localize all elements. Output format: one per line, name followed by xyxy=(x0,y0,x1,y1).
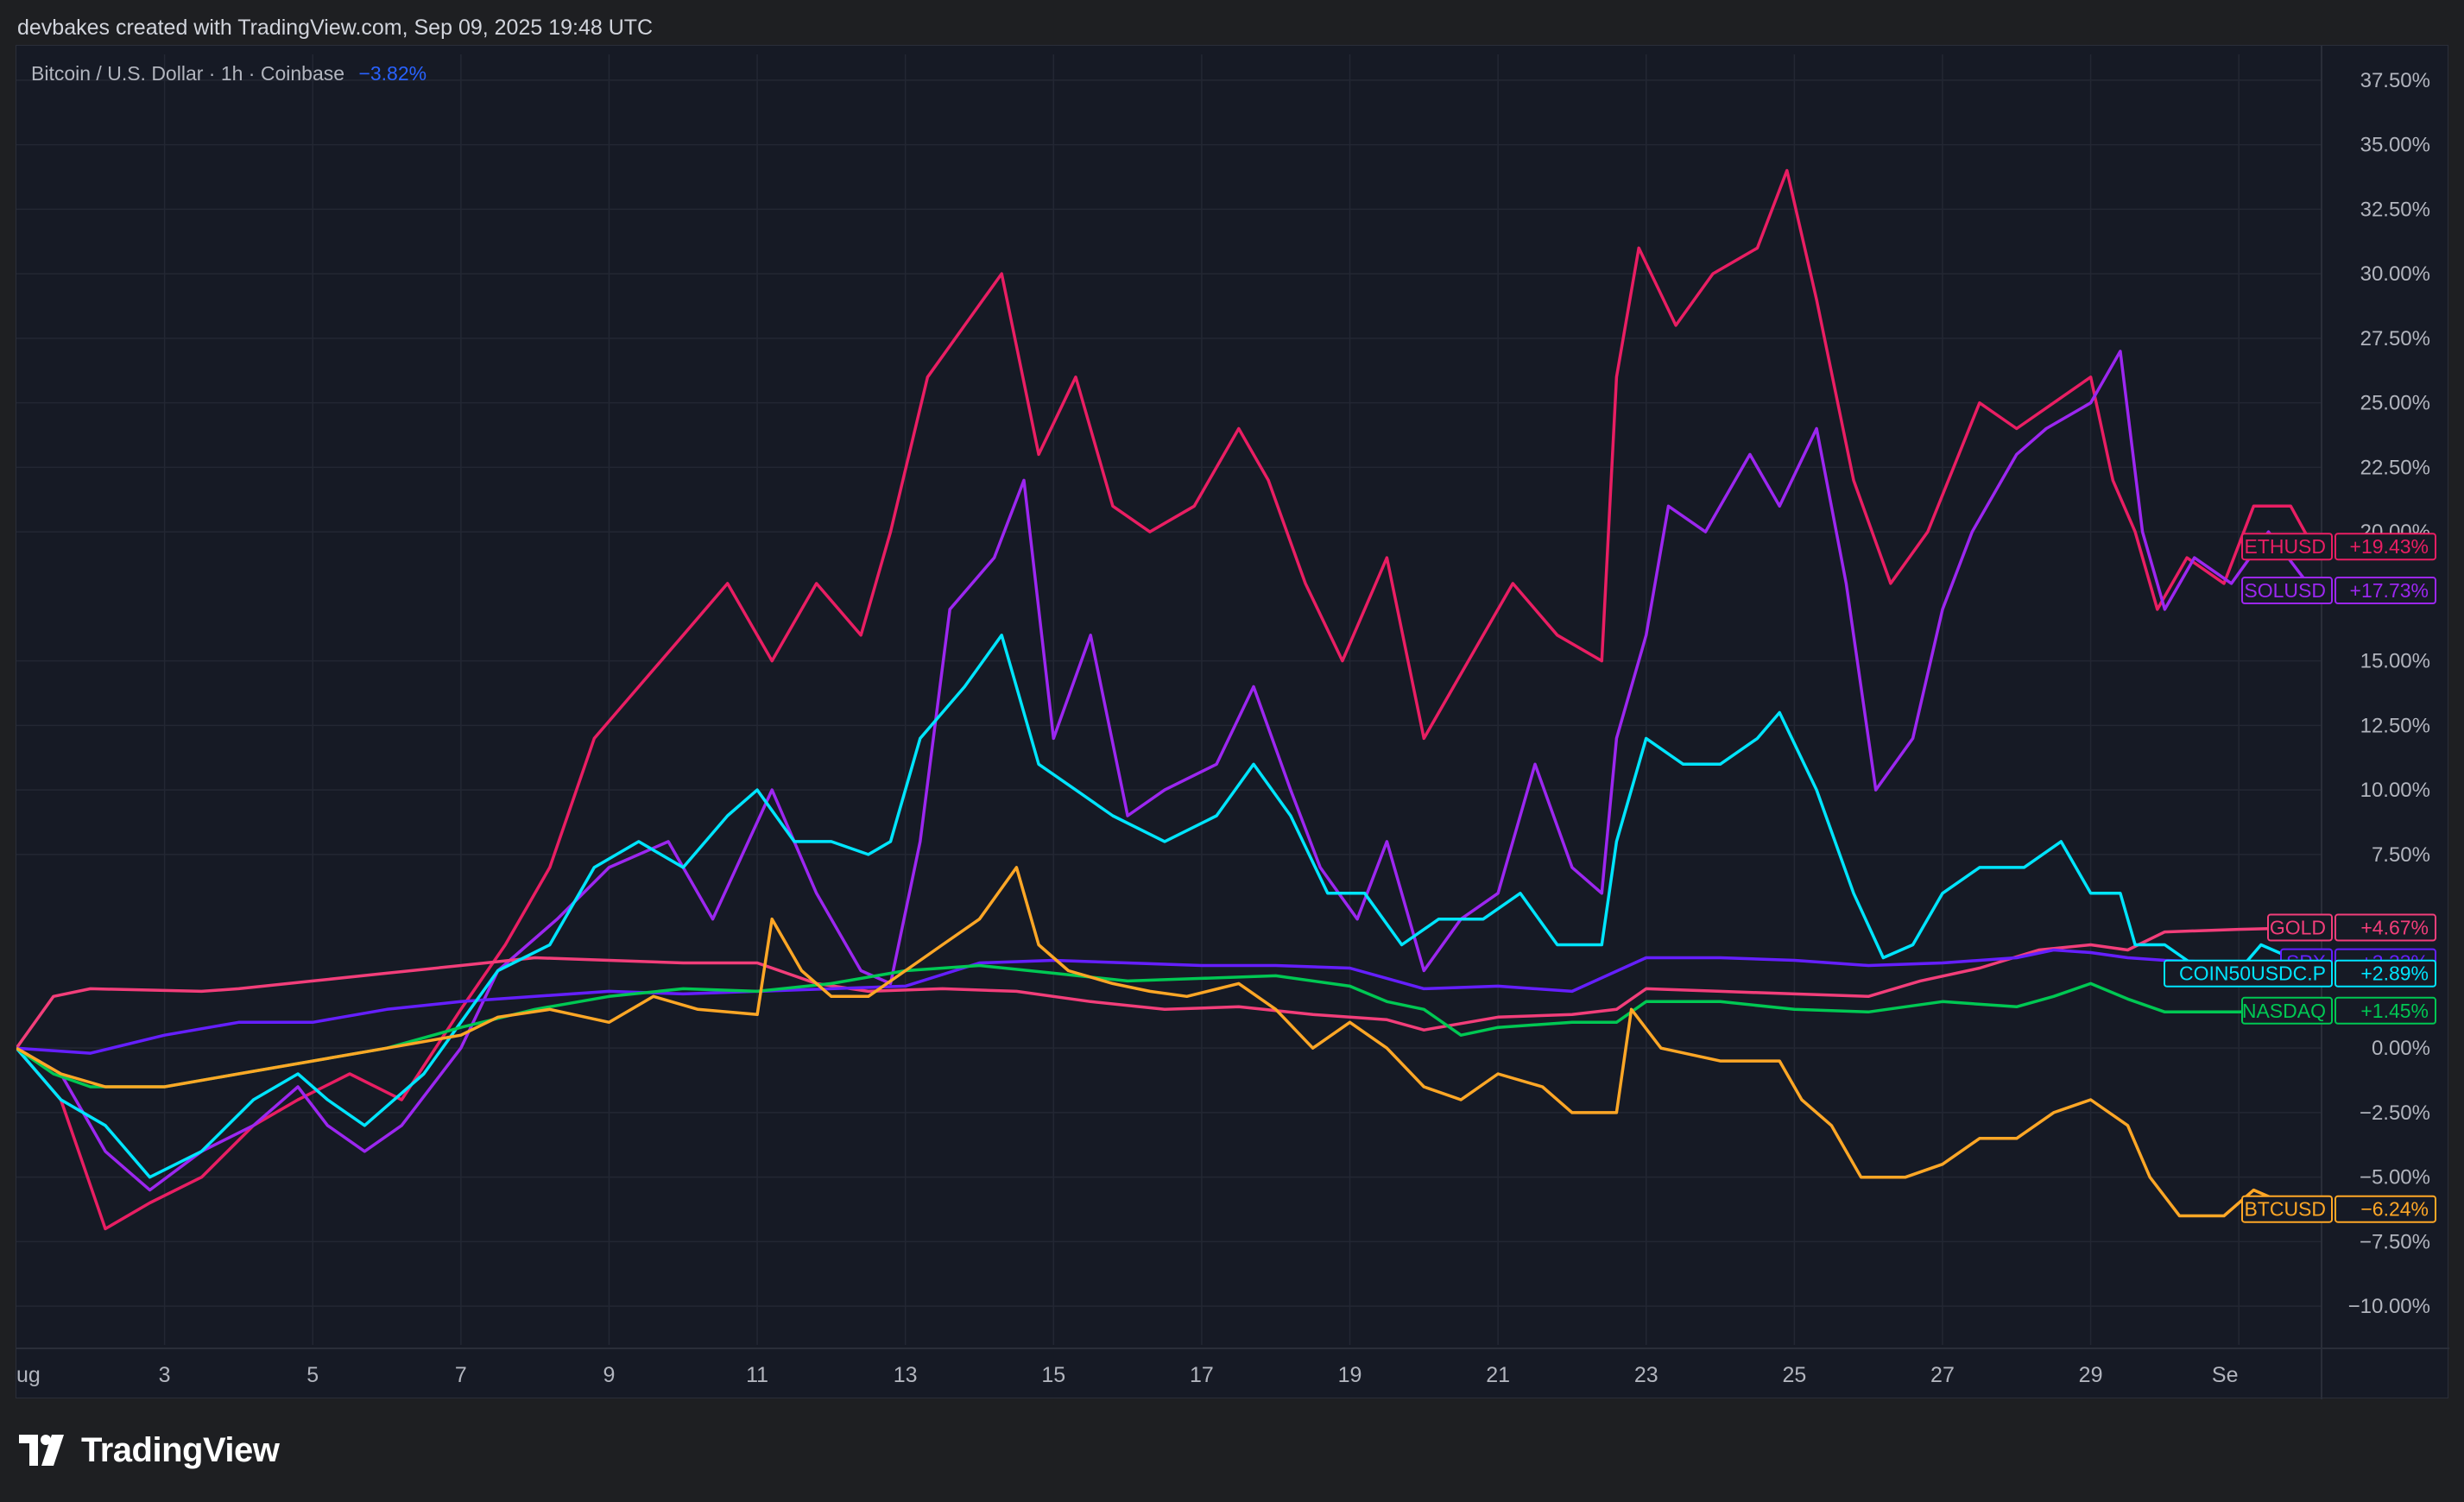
y-tick-label: 12.50% xyxy=(2360,714,2430,737)
x-tick-label: 27 xyxy=(1930,1363,1955,1387)
y-tick-label: 30.00% xyxy=(2360,262,2430,286)
series-name-box xyxy=(2267,913,2333,942)
x-tick-label: 15 xyxy=(1041,1363,1065,1387)
x-tick-label: 5 xyxy=(306,1363,319,1387)
series-line-nasdaq xyxy=(16,963,2314,1089)
series-name-label: GOLD xyxy=(2270,917,2326,939)
tradingview-logo-icon xyxy=(19,1435,64,1466)
series-value-label: +4.67% xyxy=(2360,917,2429,939)
series-name-label: COIN50USDC.P xyxy=(2179,962,2326,985)
x-tick-label: 7 xyxy=(455,1363,467,1387)
series-line-gold xyxy=(16,925,2314,1050)
y-tick-label: 22.50% xyxy=(2360,456,2430,479)
series-value-box xyxy=(2334,533,2436,561)
y-tick-label: 27.50% xyxy=(2360,327,2430,350)
series-value-box xyxy=(2334,959,2436,988)
y-tick-label: −2.50% xyxy=(2360,1101,2430,1125)
x-tick-label: Se xyxy=(2212,1363,2239,1387)
x-tick-label: 9 xyxy=(603,1363,615,1387)
symbol-legend[interactable]: Bitcoin / U.S. Dollar · 1h · Coinbase −3… xyxy=(31,59,426,88)
y-tick-label: 0.00% xyxy=(2372,1037,2430,1060)
y-tick-label: 7.50% xyxy=(2372,843,2430,867)
x-tick-label: 3 xyxy=(159,1363,171,1387)
series-value-label: −6.24% xyxy=(2360,1198,2429,1221)
y-tick-label: 10.00% xyxy=(2360,779,2430,802)
chart-svg[interactable]: 37.50%35.00%32.50%30.00%27.50%25.00%22.5… xyxy=(16,46,2449,1399)
symbol-title: Bitcoin / U.S. Dollar · 1h · Coinbase xyxy=(31,62,345,85)
series-name-box xyxy=(2164,959,2333,988)
x-tick-label: 29 xyxy=(2079,1363,2103,1387)
y-tick-label: −10.00% xyxy=(2348,1295,2430,1318)
series-name-box xyxy=(2241,533,2333,561)
brand-name: TradingView xyxy=(81,1430,280,1469)
series-name-label: NASDAQ xyxy=(2242,1000,2326,1022)
series-value-label: +1.45% xyxy=(2360,1000,2429,1022)
x-tick-label: 11 xyxy=(746,1363,768,1387)
x-tick-label: 25 xyxy=(1782,1363,1806,1387)
series-name-label: ETHUSD xyxy=(2244,535,2326,558)
y-tick-label: −7.50% xyxy=(2360,1230,2430,1253)
series-value-label: +2.89% xyxy=(2360,962,2429,985)
series-name-label: BTCUSD xyxy=(2244,1198,2326,1221)
x-tick-label: 13 xyxy=(894,1363,918,1387)
series-value-label: +17.73% xyxy=(2350,579,2429,602)
y-tick-label: 37.50% xyxy=(2360,69,2430,92)
series-name-box xyxy=(2241,1195,2333,1223)
series-value-box xyxy=(2334,913,2436,942)
x-tick-label: 23 xyxy=(1634,1363,1658,1387)
attribution-header: devbakes created with TradingView.com, S… xyxy=(17,16,654,40)
x-tick-label: ug xyxy=(16,1363,41,1387)
series-line-solusd xyxy=(16,350,2315,1192)
series-line-spx xyxy=(16,948,2314,1055)
x-tick-label: 17 xyxy=(1190,1363,1214,1387)
series-name-box xyxy=(2241,996,2333,1025)
series-name-label: SOLUSD xyxy=(2244,579,2326,602)
series-line-ethusd xyxy=(16,168,2315,1231)
y-tick-label: 15.00% xyxy=(2360,650,2430,673)
series-value-box xyxy=(2334,996,2436,1025)
y-tick-label: 35.00% xyxy=(2360,134,2430,157)
y-tick-label: 32.50% xyxy=(2360,198,2430,221)
series-line-coin50usdc.p xyxy=(16,634,2315,1179)
series-line-btcusd xyxy=(16,866,2314,1218)
series-value-label: +19.43% xyxy=(2350,535,2429,558)
y-tick-label: 25.00% xyxy=(2360,392,2430,415)
series-value-box xyxy=(2334,577,2436,605)
x-tick-label: 21 xyxy=(1486,1363,1510,1387)
symbol-change: −3.82% xyxy=(358,62,427,85)
brand-footer[interactable]: TradingView xyxy=(19,1428,280,1473)
series-name-box xyxy=(2241,577,2333,605)
chart-panel[interactable]: 37.50% 35.00% 32.50% 30.00% 27.50% 25.00% 22.5… xyxy=(16,45,2449,1399)
x-tick-label: 19 xyxy=(1338,1363,1362,1387)
series-value-box xyxy=(2334,1195,2436,1223)
y-tick-label: −5.00% xyxy=(2360,1166,2430,1190)
